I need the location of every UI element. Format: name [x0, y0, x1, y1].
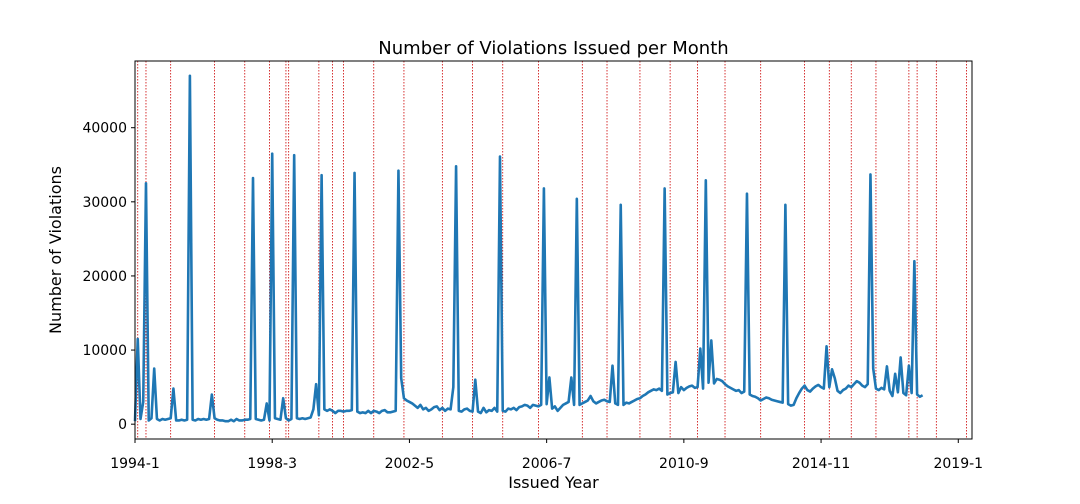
- x-tick-label: 2006-7: [522, 456, 572, 472]
- series-group: [133, 74, 924, 423]
- y-tick-label: 10000: [82, 343, 127, 359]
- y-tick-label: 20000: [82, 269, 127, 285]
- x-tick-label: 1994-1: [110, 456, 160, 472]
- vertical-markers: [137, 61, 967, 439]
- x-tick-label: 1998-3: [247, 456, 297, 472]
- y-axis-label: Number of Violations: [46, 166, 65, 334]
- y-tick-label: 30000: [82, 195, 127, 211]
- series-line: [133, 74, 924, 423]
- x-tick-label: 2010-9: [659, 456, 709, 472]
- x-axis: 1994-1 1998-3 2002-5 2006-7 2010-9 2014-11 201…: [110, 439, 983, 472]
- y-tick-label: 40000: [82, 121, 127, 137]
- plot-frame: [134, 60, 973, 440]
- x-tick-label: 2002-5: [385, 456, 435, 472]
- x-axis-label: Issued Year: [508, 473, 599, 492]
- y-tick-label: 0: [118, 417, 127, 433]
- x-tick-label: 2014-11: [792, 456, 851, 472]
- x-tick-label: 2019-1: [933, 456, 983, 472]
- y-axis: 0 10000 20000 30000 40000: [82, 121, 135, 433]
- chart-title: Number of Violations Issued per Month: [378, 38, 728, 59]
